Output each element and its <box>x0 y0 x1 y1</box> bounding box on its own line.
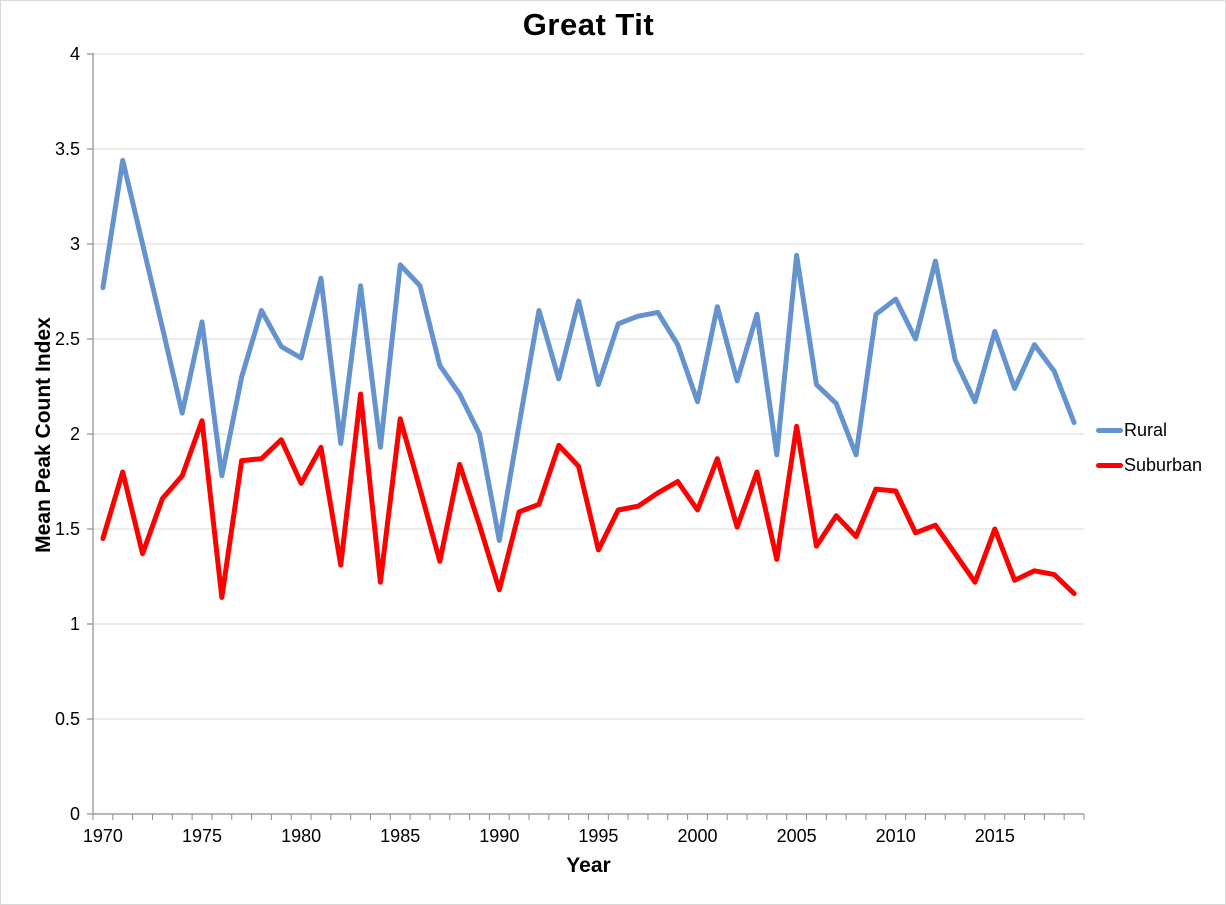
svg-text:1980: 1980 <box>281 826 321 846</box>
svg-text:1995: 1995 <box>578 826 618 846</box>
chart-title: Great Tit <box>522 7 655 42</box>
svg-text:1985: 1985 <box>380 826 420 846</box>
svg-text:0: 0 <box>70 804 80 824</box>
legend-item-rural: Rural <box>1096 420 1202 441</box>
svg-text:1.5: 1.5 <box>55 519 80 539</box>
svg-text:2000: 2000 <box>677 826 717 846</box>
svg-text:4: 4 <box>70 44 80 64</box>
y-axis-title: Mean Peak Count Index <box>32 317 55 553</box>
series-line-suburban <box>100 391 1077 600</box>
svg-text:2010: 2010 <box>876 826 916 846</box>
svg-text:2005: 2005 <box>777 826 817 846</box>
svg-text:0.5: 0.5 <box>55 709 80 729</box>
legend-label-suburban: Suburban <box>1124 455 1203 475</box>
series-line-rural <box>100 157 1077 543</box>
svg-text:1990: 1990 <box>479 826 519 846</box>
legend-label-rural: Rural <box>1124 420 1168 440</box>
legend: Rural Suburban <box>1096 420 1202 476</box>
svg-text:2: 2 <box>70 424 80 444</box>
svg-text:3.5: 3.5 <box>55 139 80 159</box>
svg-text:1975: 1975 <box>182 826 222 846</box>
svg-text:2.5: 2.5 <box>55 329 80 349</box>
x-axis-title: Year <box>566 854 611 877</box>
legend-item-suburban: Suburban <box>1096 455 1202 476</box>
suburban-line-swatch <box>1096 463 1123 468</box>
rural-line-swatch <box>1096 428 1123 433</box>
axis-ticks <box>87 53 1085 820</box>
svg-text:3: 3 <box>70 234 80 254</box>
svg-text:2015: 2015 <box>975 826 1015 846</box>
svg-text:1: 1 <box>70 614 80 634</box>
svg-text:1970: 1970 <box>83 826 123 846</box>
x-tick-labels: 1970 1975 1980 1985 1990 1995 2000 2005 2010 2015 <box>83 826 1015 846</box>
y-tick-labels: 0 0.5 1 1.5 2 2.5 3 3.5 4 <box>55 44 80 824</box>
